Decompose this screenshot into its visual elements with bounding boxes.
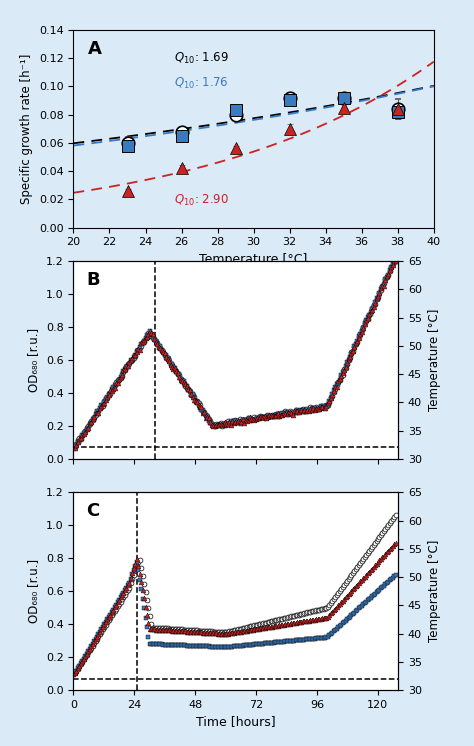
Text: B: B (86, 271, 100, 289)
Text: $Q_{10}$: 1.76: $Q_{10}$: 1.76 (174, 76, 228, 91)
Text: A: A (88, 40, 102, 57)
X-axis label: Temperature [°C]: Temperature [°C] (200, 253, 308, 266)
Y-axis label: Temperature [°C]: Temperature [°C] (428, 540, 440, 642)
X-axis label: Time [hours]: Time [hours] (196, 715, 275, 728)
Text: $Q_{10}$: 2.90: $Q_{10}$: 2.90 (174, 192, 229, 208)
Y-axis label: Specific growth rate [h⁻¹]: Specific growth rate [h⁻¹] (20, 54, 34, 204)
Text: C: C (86, 502, 100, 520)
Text: $Q_{10}$: 1.69: $Q_{10}$: 1.69 (174, 51, 229, 66)
Y-axis label: OD₆₈₀ [r.u.]: OD₆₈₀ [r.u.] (27, 560, 40, 623)
Y-axis label: OD₆₈₀ [r.u.]: OD₆₈₀ [r.u.] (27, 328, 40, 392)
Y-axis label: Temperature [°C]: Temperature [°C] (428, 309, 440, 411)
